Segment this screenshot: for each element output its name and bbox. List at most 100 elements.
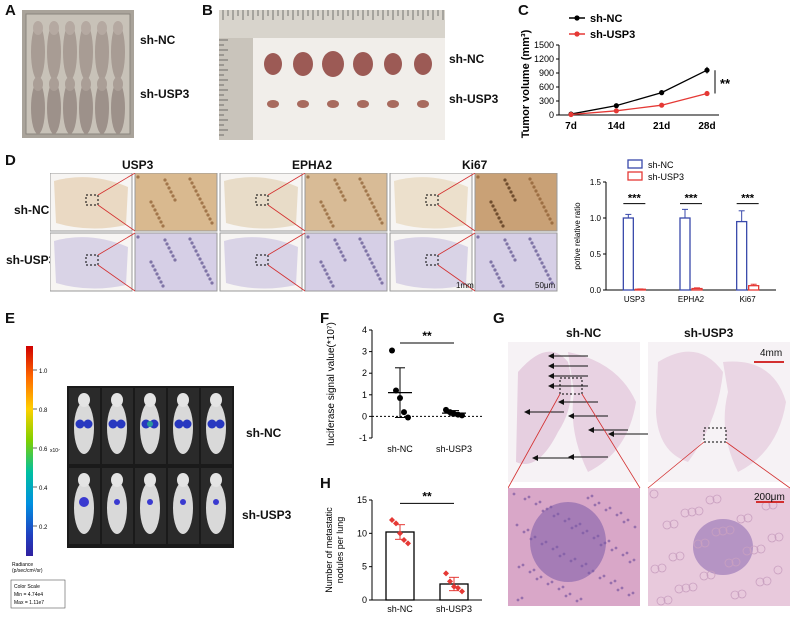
- d-legend: sh-NC: [648, 160, 674, 170]
- colorbar-tick: 0.2: [39, 525, 48, 531]
- h-point: [455, 585, 461, 591]
- panel-label-c: C: [518, 2, 529, 19]
- mouse-nc: [31, 24, 45, 80]
- ihc-high-mag: [134, 232, 218, 292]
- chart-h-metastatic-nodules: 0 5 10 15 Number of metastatic nodules per lu…: [324, 489, 482, 614]
- h-ylabel-1: Number of metastatic: [324, 507, 334, 593]
- mouse-usp3: [63, 82, 77, 134]
- colorbar-exponent: x10⁷: [50, 448, 60, 454]
- f-ylabel: luciferase signal value(*10⁷): [326, 322, 337, 446]
- tumor-usp3: [327, 100, 339, 108]
- h-ytick: 10: [357, 528, 367, 538]
- color-scale-min: Min = 4.74e4: [14, 592, 43, 598]
- chart-f-luciferase: -1 0 1 2 3 4 luciferase signal value(*10⁷) sh-N…: [326, 322, 482, 454]
- panel-d-label-nc: sh-NC: [14, 203, 50, 217]
- f-ytick: 4: [362, 325, 367, 335]
- h-point: [405, 540, 411, 547]
- tumor-usp3: [387, 100, 399, 108]
- h-point: [451, 583, 457, 590]
- mouse-body: [173, 402, 193, 454]
- luminescence-spot: [147, 499, 153, 505]
- c-significance: **: [720, 76, 731, 91]
- mouse-body: [206, 482, 226, 534]
- d-bar: [622, 217, 634, 291]
- mouse-body: [107, 482, 127, 534]
- f-ytick: 2: [362, 368, 367, 378]
- luminescence-spot: [207, 419, 217, 429]
- panel-label-g: G: [493, 310, 505, 327]
- ihc-high-mag: [474, 232, 558, 292]
- tumor-usp3: [417, 100, 429, 108]
- c-point: [659, 90, 665, 96]
- mouse-usp3: [95, 82, 109, 134]
- h-point: [393, 520, 399, 527]
- panel-g-label-usp3: sh-USP3: [684, 326, 734, 340]
- colorbar-gradient: [26, 346, 33, 556]
- bioluminescence-drawing: [69, 388, 232, 544]
- colorbar-tick: 0.6: [39, 447, 48, 453]
- d-significance: ***: [628, 193, 642, 205]
- d-ytick: 1.5: [590, 178, 602, 187]
- tumor-nc: [293, 52, 313, 76]
- c-point: [659, 102, 665, 108]
- tumor-nc: [384, 53, 402, 75]
- mouse-body: [140, 482, 160, 534]
- f-point: [389, 347, 395, 354]
- mouse-body: [74, 482, 94, 534]
- panel-label-e: E: [5, 310, 16, 327]
- d-ytick: 1.0: [590, 214, 602, 223]
- tumor-nc: [414, 53, 432, 75]
- chart-c-tumor-volume: 0 300 600 900 1200 1500 7d 14d 21d 28d Tumor volum…: [520, 13, 731, 138]
- f-point: [459, 412, 465, 419]
- f-ytick: 1: [362, 390, 367, 400]
- c-xtick: 7d: [565, 121, 577, 132]
- c-point: [613, 108, 619, 114]
- h-xtick: sh-USP3: [436, 604, 472, 614]
- panel-e-label-nc: sh-NC: [246, 426, 282, 440]
- c-series-line: [570, 69, 708, 115]
- marker-usp3-title: USP3: [122, 158, 154, 172]
- c-legend: sh-NC: [590, 13, 622, 25]
- mouse-body: [107, 402, 127, 454]
- luminescence-spot: [180, 499, 186, 505]
- mice-photo-drawing: [25, 13, 131, 135]
- mice-photo: [22, 10, 134, 138]
- colorbar-tick: 1.0: [39, 369, 48, 375]
- d-bar: [679, 217, 691, 291]
- panel-label-h: H: [320, 475, 331, 492]
- mouse-nc: [63, 24, 77, 80]
- c-ytick: 300: [539, 96, 554, 106]
- c-point: [613, 103, 619, 109]
- tumor-usp3: [297, 100, 309, 108]
- color-scale-max: Max = 1.11e7: [14, 600, 44, 606]
- mouse-usp3: [31, 82, 45, 134]
- panel-e-label-usp3: sh-USP3: [242, 508, 292, 522]
- luminescence-spot: [114, 499, 120, 505]
- f-ytick: 3: [362, 347, 367, 357]
- h-point: [443, 570, 449, 577]
- scale-50um: 50μm: [535, 281, 556, 290]
- panel-b-label-usp3: sh-USP3: [449, 92, 499, 106]
- f-xtick: sh-NC: [387, 444, 413, 454]
- h-point: [389, 517, 395, 523]
- h-significance: **: [422, 489, 432, 503]
- f-point: [401, 409, 407, 416]
- c-ytick: 900: [539, 68, 554, 78]
- tumor-usp3: [267, 100, 279, 108]
- d-xtick: EPHA2: [678, 295, 705, 304]
- tumor-nc: [322, 51, 344, 77]
- d-ytick: 0.5: [590, 250, 602, 259]
- c-point: [704, 67, 710, 73]
- f-ytick: 0: [362, 411, 367, 421]
- c-point: [568, 111, 574, 118]
- c-ylabel: Tumor volume (mm³): [520, 29, 532, 138]
- c-point: [704, 90, 710, 97]
- mouse-body: [173, 482, 193, 534]
- d-significance: ***: [685, 193, 699, 205]
- tumor-photo: [219, 10, 445, 140]
- f-xtick: sh-USP3: [436, 444, 472, 454]
- tumor-nc: [264, 53, 282, 75]
- scale-200um: 200μm: [754, 492, 785, 503]
- luminescence-spot: [75, 419, 85, 429]
- mouse-body: [74, 402, 94, 454]
